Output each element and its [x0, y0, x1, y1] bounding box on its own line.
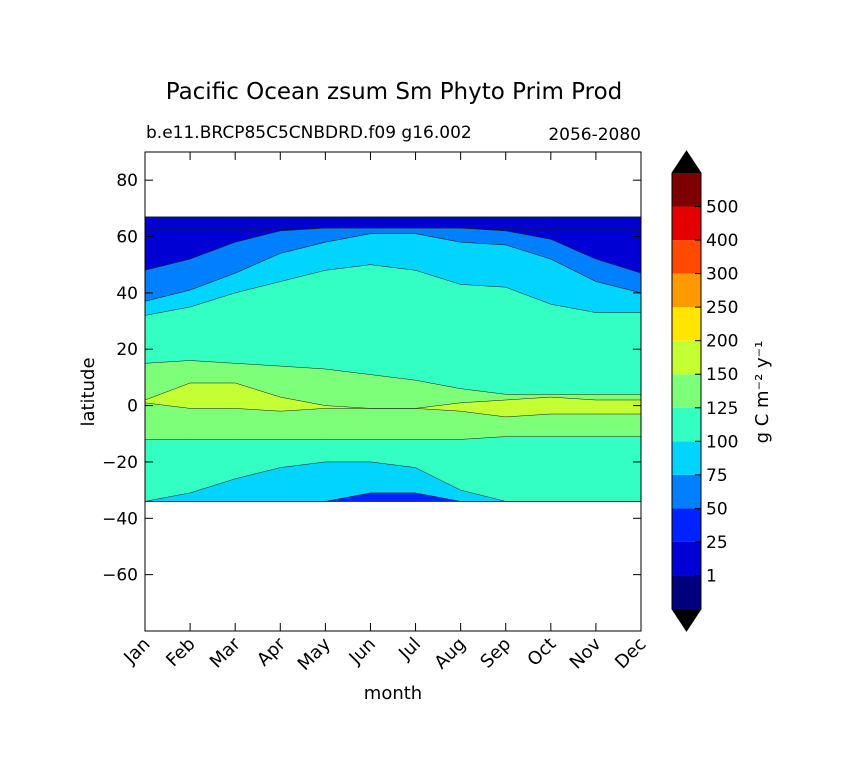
colorbar-segment — [672, 441, 701, 475]
x-tick-label: Dec — [611, 634, 650, 673]
colorbar-tick-label: 400 — [706, 231, 738, 251]
x-tick-label: Jan — [119, 634, 154, 669]
colorbar-segment — [672, 374, 701, 408]
colorbar-tick-label: 200 — [706, 332, 738, 352]
colorbar-segment — [672, 340, 701, 375]
colorbar-segment — [672, 307, 701, 341]
colorbar-segment — [672, 541, 701, 576]
y-tick-label: −20 — [102, 453, 138, 473]
colorbar-segment — [672, 407, 701, 442]
x-tick-label: Mar — [206, 633, 245, 672]
colorbar-tick-label: 50 — [706, 499, 728, 519]
colorbar-segment — [672, 474, 701, 509]
band-50-75-south — [145, 492, 641, 502]
y-tick-label: 40 — [116, 284, 138, 304]
colorbar-tick-label: 25 — [706, 533, 728, 553]
y-tick-label: 0 — [127, 397, 138, 417]
band-polar — [145, 216, 641, 229]
y-tick-label: −40 — [102, 509, 138, 529]
chart-subtitle-right: 2056-2080 — [548, 125, 641, 145]
colorbar-segment — [672, 240, 701, 274]
colorbar-segment — [672, 206, 701, 241]
x-tick-label: Aug — [430, 634, 470, 674]
colorbar-tick-label: 125 — [706, 399, 738, 419]
colorbar-extend-top — [672, 151, 701, 173]
x-axis-label: month — [364, 683, 422, 704]
colorbar-outline — [671, 150, 702, 632]
y-tick-label: −60 — [102, 566, 138, 586]
x-tick-label: Nov — [566, 633, 606, 673]
x-tick-label: Feb — [162, 634, 199, 671]
x-tick-label: May — [294, 633, 335, 674]
y-axis: 80 60 40 20 0 −20 −40 −60 — [102, 171, 641, 586]
colorbar-segment — [672, 273, 701, 308]
x-tick-label: Jul — [394, 634, 425, 665]
band-75-100 — [145, 233, 641, 316]
band-125-150 — [145, 360, 641, 440]
colorbar-segment — [672, 173, 701, 207]
colorbar-tick-label: 1 — [706, 566, 717, 586]
x-tick-label: Oct — [523, 634, 560, 671]
colorbar-label: g C m⁻² y⁻¹ — [752, 341, 773, 444]
colorbar-tick-label: 300 — [706, 265, 738, 285]
plot-frame — [144, 151, 642, 632]
colorbar-tick-label: 500 — [706, 198, 738, 218]
x-tick-label: Jun — [345, 634, 380, 669]
y-tick-label: 60 — [116, 228, 138, 248]
y-tick-label: 80 — [116, 171, 138, 191]
colorbar-tick-label: 100 — [706, 432, 738, 452]
colorbar-tick-label: 75 — [706, 466, 728, 486]
colorbar-segment — [672, 508, 701, 542]
colorbar-tick-label: 150 — [706, 365, 738, 385]
plot-area — [145, 152, 641, 631]
colorbar-tick-label: 250 — [706, 298, 738, 318]
contour-bands — [145, 216, 641, 502]
band-150-200 — [145, 382, 641, 418]
y-axis-label: latitude — [78, 357, 99, 426]
y-tick-label: 20 — [116, 340, 138, 360]
x-tick-label: Apr — [253, 633, 290, 670]
x-tick-label: Sep — [476, 634, 515, 673]
colorbar-extend-bottom — [672, 609, 701, 631]
colorbar-segment — [672, 575, 701, 609]
chart-subtitle-left: b.e11.BRCP85C5CNBDRD.f09 g16.002 — [146, 123, 472, 143]
chart-title: Pacific Ocean zsum Sm Phyto Prim Prod — [166, 79, 623, 105]
